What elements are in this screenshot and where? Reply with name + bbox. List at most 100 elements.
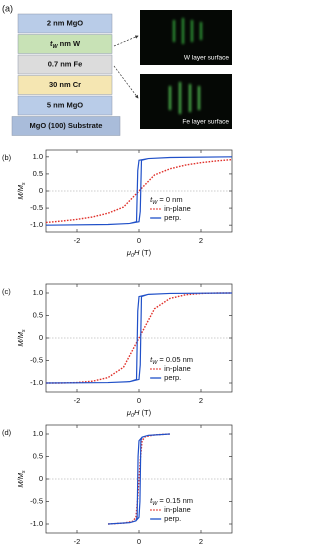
text-part: s: [21, 470, 27, 473]
y-axis-label: M/Ms: [16, 470, 27, 488]
layer: [17, 54, 113, 75]
x-tick-label: -2: [74, 537, 81, 546]
x-axis-label: μ0H (T): [126, 408, 152, 419]
x-axis-label: μ0H (T): [126, 248, 152, 259]
panel-label: (d): [2, 428, 12, 437]
layer: [17, 13, 113, 34]
legend-label: in-plane: [164, 505, 191, 514]
text-part: 0.7 nm Fe: [48, 59, 83, 68]
rheed-images: W layer surface Fe layer surface: [113, 10, 232, 129]
text-part: 30 nm Cr: [49, 80, 81, 89]
panel-label: (c): [2, 287, 11, 296]
arrow: [113, 65, 139, 99]
y-tick-label: -0.5: [30, 496, 43, 505]
layer: [17, 34, 113, 54]
text-part: H: [134, 408, 140, 417]
layer: [11, 116, 121, 136]
text-part: (T): [139, 248, 151, 257]
y-tick-label: 1.0: [33, 288, 43, 297]
series-line: [45, 156, 233, 226]
x-tick-label: 2: [199, 396, 203, 405]
text-part: M/M: [16, 472, 25, 487]
image-label: Fe layer surface: [182, 119, 229, 126]
text-part: t: [150, 496, 153, 505]
y-tick-label: -1.0: [30, 378, 43, 387]
y-tick-label: -1.0: [30, 519, 43, 528]
text-part: W: [152, 501, 158, 507]
text-part: t: [50, 39, 53, 48]
text-part: s: [21, 182, 27, 185]
streaks: [169, 82, 200, 114]
rheed-image: [140, 74, 232, 129]
legend-label: in-plane: [164, 364, 191, 373]
text-part: 2 nm MgO: [47, 18, 83, 27]
y-tick-label: 0: [39, 474, 43, 483]
rheed-image: [140, 10, 232, 65]
layer: [17, 75, 113, 95]
series-line: [107, 433, 171, 525]
y-tick-label: 0: [39, 333, 43, 342]
layer-label: MgO (100) Substrate: [30, 121, 103, 130]
y-tick-label: 0.5: [33, 451, 43, 460]
text-part: W: [152, 200, 158, 206]
layer-stack: 2 nm MgO tW nm W 0.7 nm Fe 30 nm Cr 5 nm MgO…: [11, 13, 121, 136]
y-tick-label: -0.5: [30, 203, 43, 212]
panel-label: (b): [2, 153, 12, 162]
y-tick-label: 0: [39, 186, 43, 195]
annotation: tW = 0.05 nm: [150, 355, 193, 366]
layer-label: 5 nm MgO: [47, 100, 83, 109]
layer: [17, 95, 113, 116]
chart: (d) -1.0 -0.5 0 0.5 1.0 -2 0 2 M/Ms tW = 0.15 nmin…: [2, 424, 233, 546]
text-part: (T): [139, 408, 151, 417]
text-part: = 0 nm: [157, 195, 182, 204]
text-part: W: [152, 360, 158, 366]
y-axis-label: M/Ms: [16, 182, 27, 200]
chart: (b) -1.0 -0.5 0 0.5 1.0 -2 0 2 M/Ms μ0H (T) tW = 0 …: [2, 149, 233, 259]
text-part: 0: [131, 253, 134, 259]
x-tick-label: 2: [199, 236, 203, 245]
x-tick-label: -2: [74, 396, 81, 405]
x-tick-label: 0: [137, 236, 141, 245]
text-part: = 0.05 nm: [157, 355, 193, 364]
legend-label: in-plane: [164, 204, 191, 213]
text-part: MgO (100) Substrate: [30, 121, 103, 130]
text-part: t: [150, 195, 153, 204]
panel-label: (a): [2, 3, 13, 13]
streaks: [173, 18, 202, 44]
y-tick-label: -1.0: [30, 220, 43, 229]
text-part: μ: [126, 248, 131, 257]
text-part: M/M: [16, 184, 25, 199]
y-tick-label: 0.5: [33, 169, 43, 178]
series-line: [107, 433, 171, 525]
legend-label: perp.: [164, 213, 181, 222]
x-tick-label: 2: [199, 537, 203, 546]
y-tick-label: 0.5: [33, 310, 43, 319]
y-tick-label: -0.5: [30, 355, 43, 364]
y-tick-label: 1.0: [33, 429, 43, 438]
text-part: W: [52, 44, 58, 50]
layer-label: 30 nm Cr: [49, 80, 81, 89]
y-tick-label: 1.0: [33, 152, 43, 161]
x-tick-label: 0: [137, 396, 141, 405]
series-line: [45, 158, 233, 224]
text-part: M/M: [16, 331, 25, 346]
text-part: t: [150, 355, 153, 364]
y-axis-label: M/Ms: [16, 329, 27, 347]
legend-label: perp.: [164, 514, 181, 523]
text-part: μ: [126, 408, 131, 417]
layer-label: tW nm W: [50, 39, 81, 50]
arrow: [113, 35, 139, 47]
layer-label: 2 nm MgO: [47, 18, 83, 27]
text-part: 0: [131, 413, 134, 419]
x-tick-label: 0: [137, 537, 141, 546]
legend-label: perp.: [164, 373, 181, 382]
layer-label: 0.7 nm Fe: [48, 59, 83, 68]
series-line: [45, 292, 233, 384]
annotation: tW = 0.15 nm: [150, 496, 193, 507]
x-tick-label: -2: [74, 236, 81, 245]
annotation: tW = 0 nm: [150, 195, 182, 206]
image-label: W layer surface: [184, 55, 230, 62]
text-part: nm W: [58, 39, 81, 48]
